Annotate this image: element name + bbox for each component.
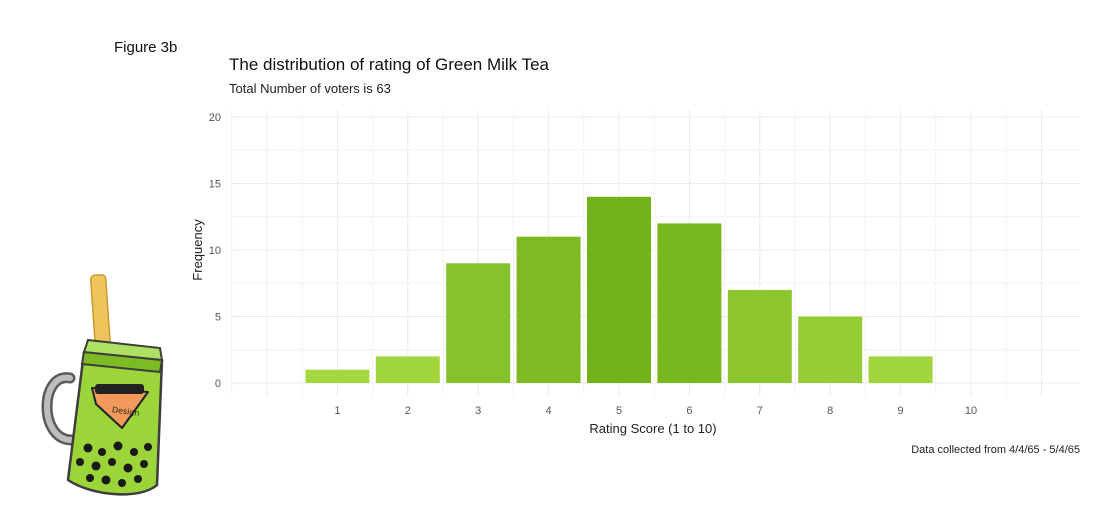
y-tick-label: 5: [215, 312, 221, 324]
chart-subtitle: Total Number of voters is 63: [229, 81, 391, 96]
figure-label: Figure 3b: [114, 39, 178, 56]
bars: [305, 196, 933, 383]
x-axis-ticks: 1 2 3 4 5 6 7 8 9 10: [334, 405, 977, 417]
x-axis-label: Rating Score (1 to 10): [589, 421, 716, 436]
y-axis-ticks: 0 5 10 15 20: [209, 112, 221, 390]
x-tick-label: 10: [965, 405, 977, 417]
bar-2: [375, 356, 440, 383]
grid: [231, 110, 1080, 396]
y-axis-label: Frequency: [190, 219, 205, 281]
chart-caption: Data collected from 4/4/65 - 5/4/65: [911, 444, 1080, 456]
bar-6: [657, 223, 722, 383]
y-tick-label: 0: [215, 378, 221, 390]
x-tick-label: 3: [475, 405, 481, 417]
bubble-tea-jar-icon: Design: [41, 274, 164, 496]
x-tick-label: 4: [546, 405, 552, 417]
x-tick-label: 8: [827, 405, 833, 417]
jar-badge-label: Design: [111, 405, 140, 418]
bar-9: [868, 356, 933, 383]
bar-3: [446, 263, 511, 383]
bar-1: [305, 369, 370, 383]
x-tick-label: 2: [405, 405, 411, 417]
y-tick-label: 20: [209, 112, 221, 124]
bar-8: [798, 316, 863, 383]
x-tick-label: 6: [686, 405, 692, 417]
x-tick-label: 5: [616, 405, 622, 417]
y-tick-label: 15: [209, 179, 221, 191]
x-tick-label: 9: [898, 405, 904, 417]
bar-7: [727, 289, 792, 383]
y-tick-label: 10: [209, 245, 221, 257]
x-tick-label: 1: [334, 405, 340, 417]
bar-4: [516, 236, 581, 383]
chart-title: The distribution of rating of Green Milk…: [229, 55, 550, 74]
bar-5: [587, 196, 651, 383]
x-tick-label: 7: [757, 405, 763, 417]
